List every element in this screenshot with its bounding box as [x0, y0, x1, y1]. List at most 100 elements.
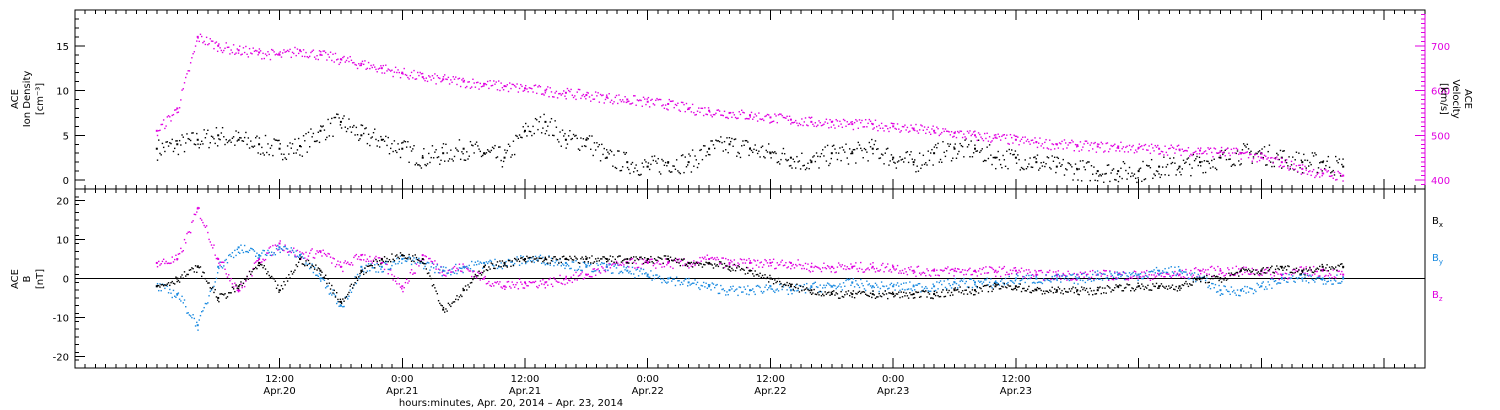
density-sample	[1327, 155, 1330, 158]
bz-sample	[321, 255, 323, 257]
velocity-sample	[1196, 153, 1198, 155]
by-sample	[871, 287, 873, 289]
bz-sample	[480, 271, 483, 274]
density-sample	[626, 166, 629, 169]
velocity-sample	[1120, 141, 1122, 144]
bz-sample	[1198, 275, 1201, 277]
by-sample	[834, 285, 836, 287]
density-sample	[768, 143, 770, 145]
by-sample	[1031, 282, 1034, 284]
velocity-sample	[717, 109, 720, 111]
by-sample	[1195, 280, 1197, 283]
by-sample	[527, 260, 529, 262]
by-sample	[943, 280, 945, 282]
density-sample	[1224, 149, 1226, 151]
bx-sample	[977, 292, 980, 294]
by-sample	[726, 291, 728, 293]
bz-sample	[304, 257, 306, 259]
bz-sample	[414, 272, 416, 274]
bz-sample	[993, 271, 996, 273]
bx-sample	[710, 263, 712, 265]
density-sample	[799, 168, 802, 170]
density-sample	[806, 167, 808, 169]
velocity-sample	[923, 126, 926, 128]
by-sample	[377, 271, 380, 273]
density-sample	[809, 159, 812, 161]
bx-sample	[652, 262, 655, 264]
velocity-sample	[464, 86, 467, 89]
by-sample	[1304, 276, 1306, 279]
bz-sample	[494, 281, 496, 283]
bz-sample	[240, 283, 242, 285]
bx-point	[1301, 269, 1304, 272]
velocity-sample	[1093, 142, 1095, 145]
bx-sample	[361, 270, 364, 272]
bx-sample	[661, 258, 663, 260]
bx-sample	[877, 296, 879, 298]
by-point	[933, 285, 936, 288]
velocity-sample	[896, 123, 899, 125]
bx-sample	[1039, 287, 1041, 290]
velocity-sample	[442, 76, 445, 78]
by-sample	[564, 267, 566, 270]
bz-sample	[564, 283, 566, 286]
velocity-sample	[556, 97, 559, 99]
bx-sample	[567, 259, 570, 261]
bx-sample	[1014, 287, 1017, 289]
bx-sample	[345, 295, 348, 298]
top-right-axis-label-line3: [km/s]	[1438, 83, 1449, 115]
by-sample	[1094, 271, 1096, 273]
by-sample	[366, 270, 369, 272]
bz-sample	[961, 269, 964, 271]
by-sample	[887, 288, 889, 290]
velocity-sample	[581, 95, 583, 97]
velocity-sample	[528, 87, 531, 89]
velocity-sample	[753, 116, 755, 118]
density-sample	[1067, 162, 1069, 164]
bz-sample	[1328, 272, 1331, 275]
by-sample	[455, 263, 457, 266]
by-sample	[369, 269, 371, 272]
velocity-sample	[1119, 150, 1121, 152]
by-sample	[715, 284, 717, 287]
velocity-sample	[458, 77, 461, 80]
bx-sample	[235, 284, 237, 286]
bx-point	[483, 265, 486, 268]
velocity-sample	[941, 131, 943, 134]
bx-sample	[385, 260, 387, 263]
velocity-sample	[467, 81, 469, 83]
by-sample	[282, 249, 284, 251]
velocity-sample	[329, 51, 332, 53]
density-sample	[563, 135, 565, 137]
density-sample	[868, 141, 871, 144]
density-sample	[1332, 169, 1334, 172]
by-sample	[1234, 292, 1236, 294]
density-sample	[977, 139, 980, 141]
by-sample	[1247, 291, 1250, 293]
by-sample	[297, 256, 300, 259]
bz-sample	[178, 252, 181, 255]
bz-sample	[293, 247, 295, 249]
bx-sample	[196, 271, 198, 274]
velocity-sample	[383, 72, 386, 74]
velocity-sample	[878, 124, 880, 127]
velocity-sample	[653, 104, 656, 106]
by-sample	[633, 273, 635, 275]
by-sample	[938, 281, 940, 284]
bz-sample	[1007, 273, 1009, 276]
by-sample	[647, 276, 650, 278]
bz-sample	[267, 252, 269, 254]
velocity-sample	[309, 55, 311, 58]
velocity-point	[421, 76, 424, 79]
by-sample	[286, 248, 289, 250]
bx-sample	[729, 270, 732, 272]
by-sample	[793, 290, 796, 292]
velocity-sample	[634, 95, 636, 97]
bz-sample	[893, 268, 895, 270]
density-sample	[574, 135, 576, 137]
density-point	[789, 156, 792, 159]
velocity-sample	[210, 40, 213, 42]
velocity-sample	[419, 71, 421, 74]
bz-sample	[766, 262, 769, 264]
velocity-sample	[572, 96, 575, 99]
